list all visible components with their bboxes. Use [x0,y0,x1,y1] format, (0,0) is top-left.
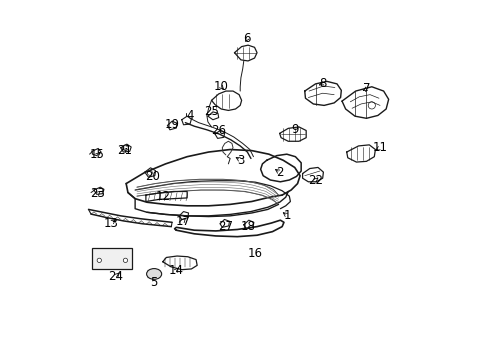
FancyBboxPatch shape [92,248,132,269]
Text: 11: 11 [372,141,387,154]
Text: 15: 15 [90,148,105,161]
Text: 9: 9 [291,123,298,136]
Text: 13: 13 [103,216,118,230]
Text: 22: 22 [307,174,323,186]
Text: 12: 12 [155,190,170,203]
Text: 3: 3 [237,154,244,167]
Text: 6: 6 [243,32,251,45]
Text: 27: 27 [218,220,233,233]
Text: 23: 23 [90,187,105,200]
Text: 26: 26 [211,124,226,137]
Text: 7: 7 [363,82,370,95]
Text: 2: 2 [276,166,284,179]
Text: 10: 10 [213,80,228,93]
Circle shape [97,258,101,262]
Text: 14: 14 [168,264,183,277]
Text: 19: 19 [164,118,179,131]
Text: 16: 16 [247,247,262,260]
Text: 4: 4 [186,109,193,122]
Text: 25: 25 [203,105,219,118]
Text: 5: 5 [150,276,158,289]
Text: 1: 1 [283,210,291,222]
Text: 24: 24 [108,270,123,283]
Text: 17: 17 [175,215,190,228]
Circle shape [123,258,127,262]
Ellipse shape [146,269,162,279]
Text: 8: 8 [318,77,325,90]
Text: 18: 18 [240,220,255,233]
Text: 20: 20 [145,170,160,183]
Text: 21: 21 [117,144,132,157]
